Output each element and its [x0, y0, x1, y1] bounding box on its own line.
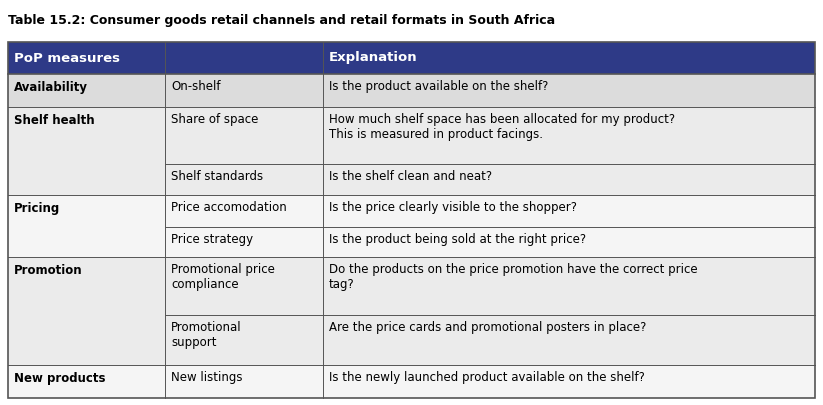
Text: PoP measures: PoP measures	[14, 51, 120, 64]
Text: Share of space: Share of space	[171, 113, 258, 126]
Text: Is the newly launched product available on the shelf?: Is the newly launched product available …	[328, 371, 644, 384]
Text: Explanation: Explanation	[328, 51, 417, 64]
Text: Promotional price
compliance: Promotional price compliance	[171, 263, 275, 291]
Bar	[8, 257, 815, 315]
Text: Are the price cards and promotional posters in place?: Are the price cards and promotional post…	[328, 321, 646, 334]
Bar	[8, 365, 815, 398]
Text: Promotion: Promotion	[14, 264, 82, 277]
Text: Shelf health: Shelf health	[14, 114, 95, 127]
Text: New listings: New listings	[171, 371, 243, 384]
Text: Promotional
support: Promotional support	[171, 321, 242, 349]
Bar	[8, 227, 815, 257]
Bar	[8, 42, 815, 74]
Bar	[8, 107, 815, 164]
Text: Table 15.2: Consumer goods retail channels and retail formats in South Africa: Table 15.2: Consumer goods retail channe…	[8, 14, 556, 27]
Bar	[8, 42, 815, 398]
Text: Is the product available on the shelf?: Is the product available on the shelf?	[328, 80, 548, 93]
Text: New products: New products	[14, 372, 105, 385]
Text: On-shelf: On-shelf	[171, 80, 221, 93]
Text: Is the price clearly visible to the shopper?: Is the price clearly visible to the shop…	[328, 200, 577, 213]
Bar	[8, 74, 815, 107]
Text: Is the product being sold at the right price?: Is the product being sold at the right p…	[328, 233, 586, 246]
Text: Pricing: Pricing	[14, 202, 60, 215]
Text: Do the products on the price promotion have the correct price
tag?: Do the products on the price promotion h…	[328, 263, 697, 291]
Text: Availability: Availability	[14, 81, 88, 94]
Text: Is the shelf clean and neat?: Is the shelf clean and neat?	[328, 171, 492, 183]
Text: Price strategy: Price strategy	[171, 233, 253, 246]
Bar	[8, 164, 815, 194]
Bar	[8, 315, 815, 365]
Text: Price accomodation: Price accomodation	[171, 200, 287, 213]
Bar	[8, 194, 815, 227]
Text: How much shelf space has been allocated for my product?
This is measured in prod: How much shelf space has been allocated …	[328, 113, 675, 141]
Text: Shelf standards: Shelf standards	[171, 171, 263, 183]
